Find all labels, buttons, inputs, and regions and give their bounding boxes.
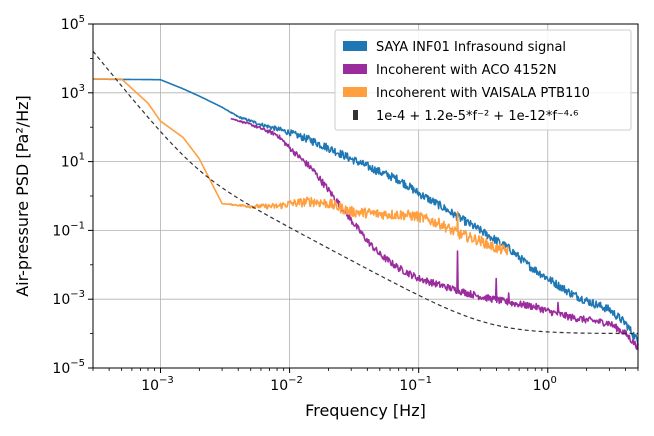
legend-swatch-2: [343, 87, 367, 97]
axis-ticks: 10−3 10−2 10−1 100 10−5 10−3 10−1 101 103 105: [52, 14, 639, 394]
y-tick-label: 101: [61, 152, 85, 171]
legend-swatch-1: [343, 64, 367, 74]
series-line-2: [92, 78, 510, 256]
x-tick-label: 10−3: [141, 375, 174, 394]
legend-label-3: 1e-4 + 1.2e-5*f⁻² + 1e-12*f⁻⁴·⁶: [376, 109, 578, 124]
legend-label-1: Incoherent with ACO 4152N: [376, 63, 557, 78]
series-line-3: [92, 50, 638, 335]
x-axis-label: Frequency [Hz]: [305, 401, 426, 420]
y-tick-label: 10−1: [52, 220, 85, 239]
y-tick-label: 10−3: [52, 289, 85, 308]
y-tick-label: 103: [61, 83, 85, 102]
legend: SAYA INF01 Infrasound signal Incoherent w…: [334, 29, 632, 131]
legend-swatch-0: [343, 41, 367, 51]
series-group: [92, 50, 639, 351]
legend-box: [334, 29, 632, 131]
legend-swatch-3: [353, 110, 358, 120]
legend-label-0: SAYA INF01 Infrasound signal: [376, 40, 566, 55]
series-line-0: [92, 78, 639, 346]
y-axis-label: Air-pressure PSD [Pa²/Hz]: [13, 95, 32, 297]
legend-label-2: Incoherent with VAISALA PTB110: [376, 86, 590, 101]
x-tick-label: 100: [533, 375, 557, 394]
y-tick-label: 10−5: [52, 358, 85, 377]
x-tick-label: 10−1: [399, 375, 432, 394]
y-tick-label: 105: [61, 14, 85, 33]
x-tick-label: 10−2: [270, 375, 303, 394]
series-line-1: [230, 117, 639, 351]
